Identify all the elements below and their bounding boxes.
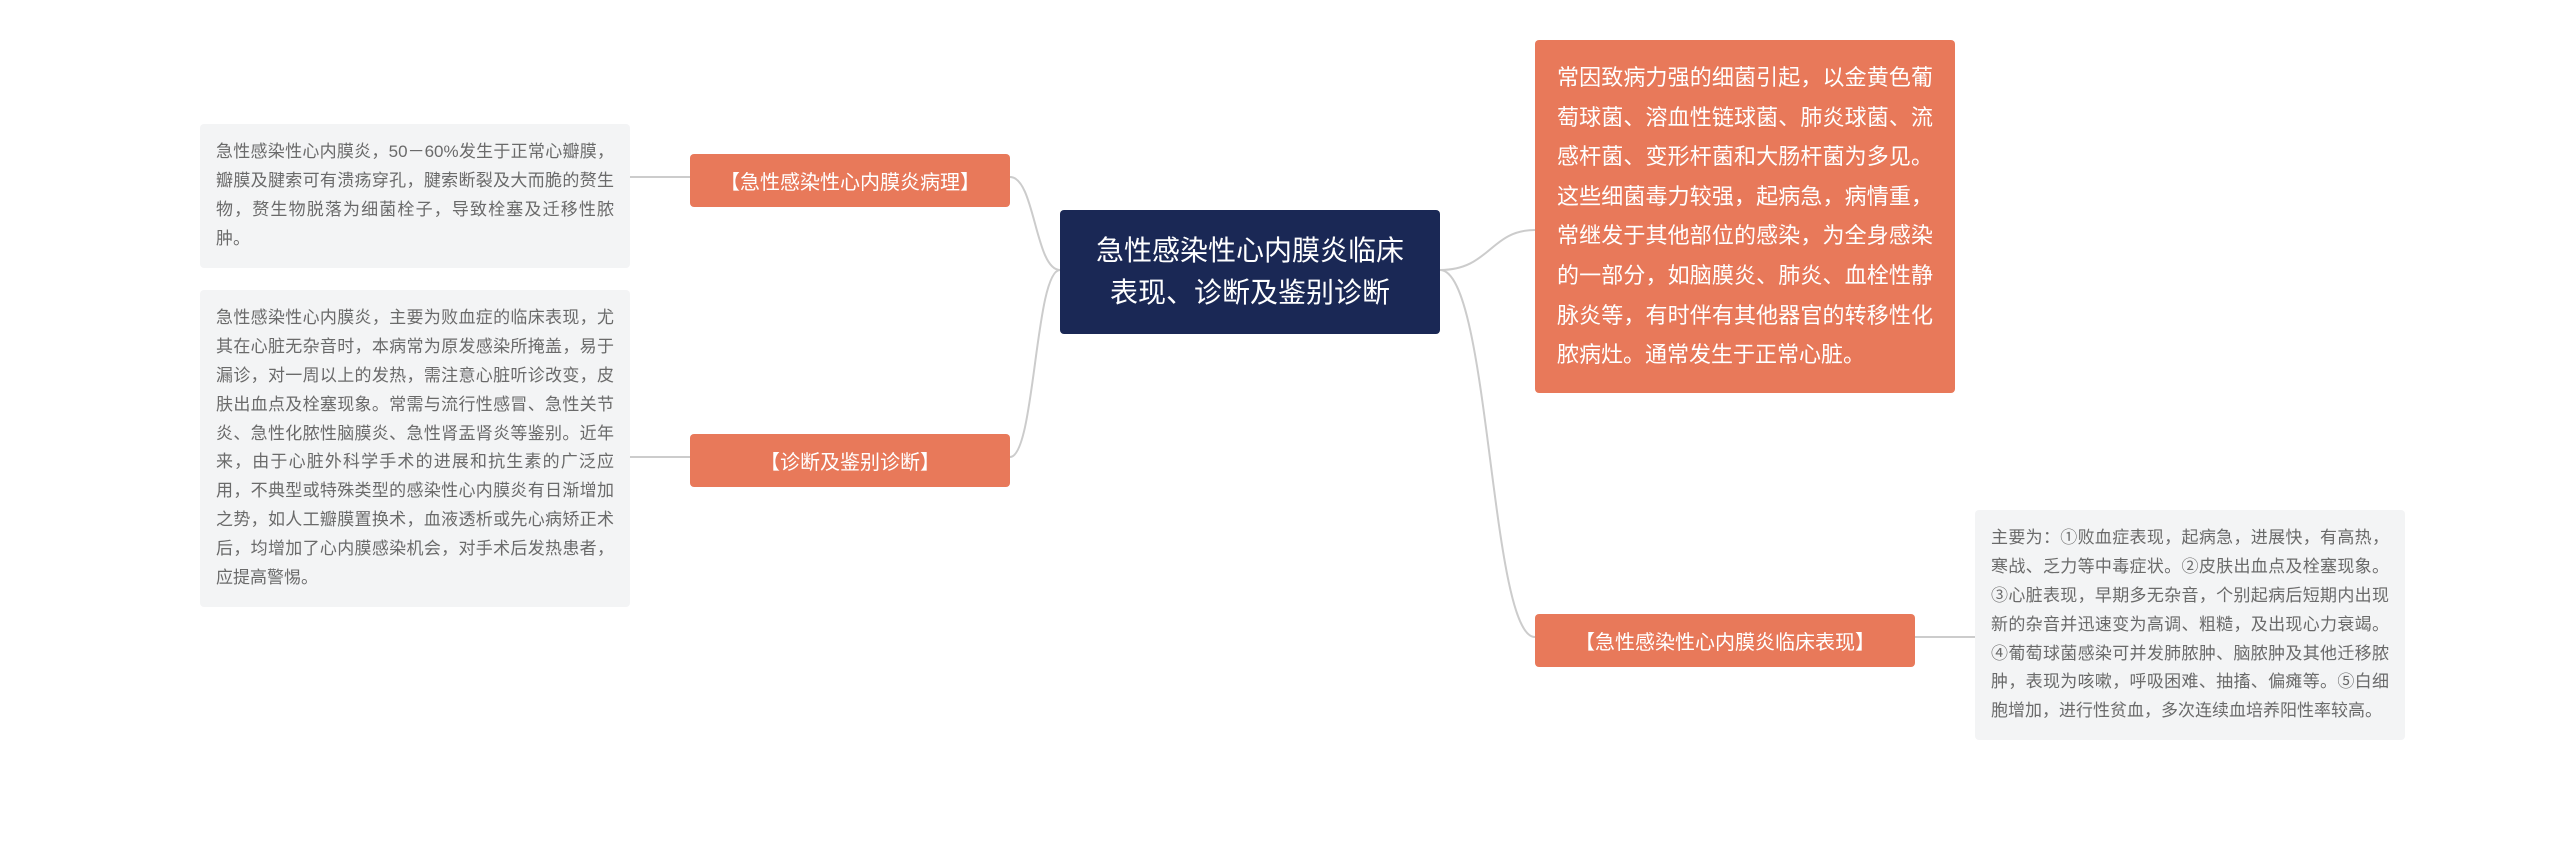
- leaf-overview: 常因致病力强的细菌引起，以金黄色葡萄球菌、溶血性链球菌、肺炎球菌、流感杆菌、变形…: [1535, 40, 1955, 393]
- leaf-diagnosis-text: 急性感染性心内膜炎，主要为败血症的临床表现，尤其在心脏无杂音时，本病常为原发感染…: [216, 308, 614, 587]
- leaf-clinical: 主要为：①败血症表现，起病急，进展快，有高热，寒战、乏力等中毒症状。②皮肤出血点…: [1975, 510, 2405, 740]
- branch-diagnosis-label: 【诊断及鉴别诊断】: [760, 452, 940, 474]
- leaf-pathology: 急性感染性心内膜炎，50－60%发生于正常心瓣膜，瓣膜及腱索可有溃疡穿孔，腱索断…: [200, 124, 630, 268]
- leaf-pathology-text: 急性感染性心内膜炎，50－60%发生于正常心瓣膜，瓣膜及腱索可有溃疡穿孔，腱索断…: [216, 142, 614, 248]
- branch-pathology: 【急性感染性心内膜炎病理】: [690, 154, 1010, 207]
- center-node: 急性感染性心内膜炎临床表现、诊断及鉴别诊断: [1060, 210, 1440, 334]
- branch-clinical: 【急性感染性心内膜炎临床表现】: [1535, 614, 1915, 667]
- center-label: 急性感染性心内膜炎临床表现、诊断及鉴别诊断: [1096, 235, 1404, 308]
- branch-diagnosis: 【诊断及鉴别诊断】: [690, 434, 1010, 487]
- leaf-diagnosis: 急性感染性心内膜炎，主要为败血症的临床表现，尤其在心脏无杂音时，本病常为原发感染…: [200, 290, 630, 607]
- branch-clinical-label: 【急性感染性心内膜炎临床表现】: [1575, 632, 1875, 654]
- leaf-clinical-text: 主要为：①败血症表现，起病急，进展快，有高热，寒战、乏力等中毒症状。②皮肤出血点…: [1991, 528, 2389, 720]
- leaf-overview-text: 常因致病力强的细菌引起，以金黄色葡萄球菌、溶血性链球菌、肺炎球菌、流感杆菌、变形…: [1557, 65, 1933, 367]
- branch-pathology-label: 【急性感染性心内膜炎病理】: [720, 172, 980, 194]
